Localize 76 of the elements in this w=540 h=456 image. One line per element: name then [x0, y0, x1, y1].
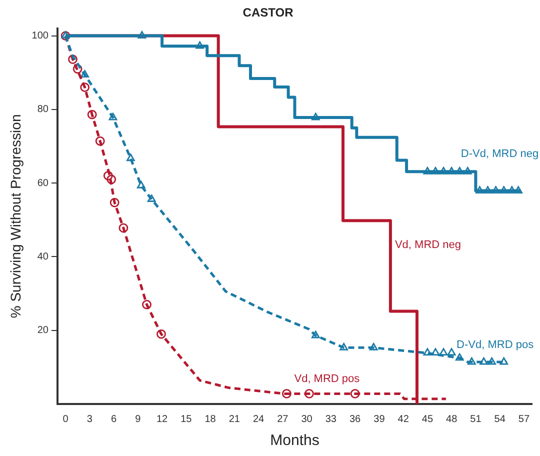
point: [103, 170, 113, 180]
point: [87, 110, 97, 120]
point: [484, 186, 492, 194]
x-tick-label: 15: [180, 414, 192, 425]
point: [488, 357, 496, 365]
point: [196, 41, 204, 49]
x-tick-label: 51: [470, 414, 482, 425]
y-tick-label: 20: [37, 325, 49, 336]
x-tick-label: 36: [350, 414, 362, 425]
point: [138, 31, 146, 38]
point: [304, 388, 314, 398]
point: [80, 82, 90, 92]
series-label: Vd, MRD pos: [294, 372, 360, 385]
point: [142, 300, 152, 310]
x-tick-label: 33: [325, 414, 337, 425]
y-axis-title: % Surviving Without Progression: [7, 114, 24, 318]
point: [340, 342, 348, 350]
chart-title: CASTOR: [242, 6, 294, 20]
point: [106, 174, 116, 184]
x-tick-label: 48: [446, 414, 458, 425]
series-label: Vd, MRD neg: [394, 239, 462, 252]
point: [476, 186, 484, 194]
point: [455, 353, 464, 361]
point: [108, 112, 118, 120]
point: [147, 194, 156, 202]
x-tick-label: 0: [62, 414, 69, 425]
point: [126, 154, 135, 162]
series-label: D-Vd, MRD neg: [460, 148, 539, 160]
x-tick-label: 18: [204, 414, 216, 425]
point: [423, 166, 432, 174]
x-tick-label: 39: [374, 414, 386, 425]
point: [431, 348, 440, 356]
point: [500, 357, 508, 365]
series-label: D-Vd, MRD pos: [456, 339, 534, 352]
x-axis-title: Months: [270, 432, 320, 450]
y-tick-label: 80: [37, 104, 49, 116]
x-tick-label: 24: [252, 414, 265, 425]
x-tick-label: 57: [518, 414, 530, 425]
x-tick-label: 42: [398, 414, 410, 425]
x-tick-label: 27: [277, 414, 289, 425]
point: [447, 348, 456, 356]
y-tick-label: 40: [37, 251, 49, 262]
point: [95, 136, 105, 146]
point: [136, 180, 146, 188]
x-tick-label: 30: [301, 414, 313, 425]
x-tick-label: 3: [86, 414, 93, 425]
x-tick-label: 9: [135, 414, 142, 425]
point: [431, 166, 440, 174]
point: [282, 388, 292, 398]
x-tick-label: 54: [494, 414, 506, 425]
point: [369, 342, 378, 350]
x-tick-label: 6: [111, 414, 117, 425]
point: [68, 54, 78, 64]
point: [118, 223, 128, 233]
point: [480, 357, 488, 365]
point: [350, 388, 360, 398]
point: [455, 166, 464, 174]
point: [80, 70, 89, 78]
point: [500, 186, 508, 194]
point: [311, 112, 320, 120]
point: [492, 186, 500, 194]
point: [463, 166, 472, 174]
point: [110, 198, 120, 208]
x-tick-label: 45: [422, 414, 434, 425]
point: [311, 330, 320, 338]
point: [439, 348, 448, 356]
x-tick-label: 21: [228, 414, 240, 425]
point: [468, 357, 476, 365]
point: [423, 348, 432, 356]
point: [447, 166, 456, 174]
point: [439, 166, 448, 174]
y-tick-label: 60: [37, 178, 49, 189]
point: [156, 329, 166, 339]
x-tick-label: 12: [156, 414, 168, 425]
y-tick-label: 100: [32, 30, 49, 42]
point: [72, 64, 82, 74]
